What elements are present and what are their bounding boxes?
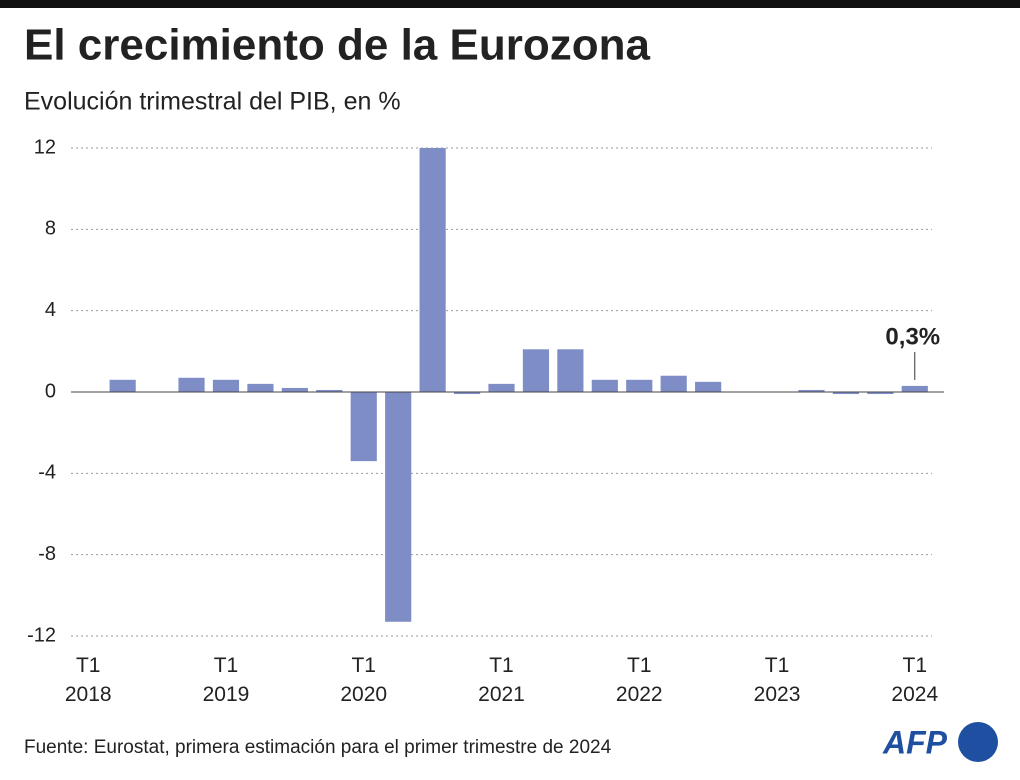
- bar: [385, 392, 412, 622]
- x-tick-label: T1 2024: [891, 654, 938, 706]
- x-tick-label: T1 2023: [754, 654, 801, 706]
- bar: [901, 385, 928, 392]
- bar: [798, 389, 825, 392]
- bar: [281, 387, 308, 392]
- y-tick-label: 0: [45, 380, 56, 402]
- chart-title: El crecimiento de la Eurozona: [24, 21, 650, 70]
- chart-subtitle: Evolución trimestral del PIB, en %: [24, 88, 401, 116]
- bar: [867, 392, 894, 395]
- x-tick-label: T1 2019: [203, 654, 250, 706]
- x-tick-label: T1 2020: [340, 654, 387, 706]
- source: Fuente: Eurostat, primera estimación par…: [24, 737, 612, 758]
- bar: [626, 379, 653, 392]
- x-tick-label: T1 2021: [478, 654, 525, 706]
- x-tick-label: T1 2022: [616, 654, 663, 706]
- bar: [453, 392, 481, 395]
- bar: [522, 349, 550, 392]
- logo: AFP: [882, 724, 948, 760]
- bar: [695, 381, 722, 392]
- y-tick-label: 8: [45, 218, 56, 240]
- y-tick-label: -4: [38, 462, 56, 484]
- bar: [350, 392, 377, 462]
- bar: [178, 377, 205, 392]
- bar: [109, 379, 136, 392]
- bar: [247, 383, 274, 392]
- bar: [212, 379, 240, 392]
- x-tick-label: T1 2018: [65, 654, 112, 706]
- bar: [832, 392, 859, 395]
- y-tick-label: -8: [38, 543, 56, 565]
- y-tick-label: 12: [34, 136, 56, 158]
- value-label: 0,3%: [885, 323, 940, 350]
- top-bar: [0, 0, 1020, 8]
- bar: [591, 379, 618, 392]
- logo-dot: [958, 722, 998, 762]
- bar: [557, 349, 584, 392]
- bar: [488, 383, 515, 392]
- y-tick-label: -12: [27, 624, 56, 646]
- y-tick-label: 4: [45, 299, 56, 321]
- bar: [316, 389, 343, 392]
- bar: [419, 148, 446, 392]
- bar: [660, 375, 687, 392]
